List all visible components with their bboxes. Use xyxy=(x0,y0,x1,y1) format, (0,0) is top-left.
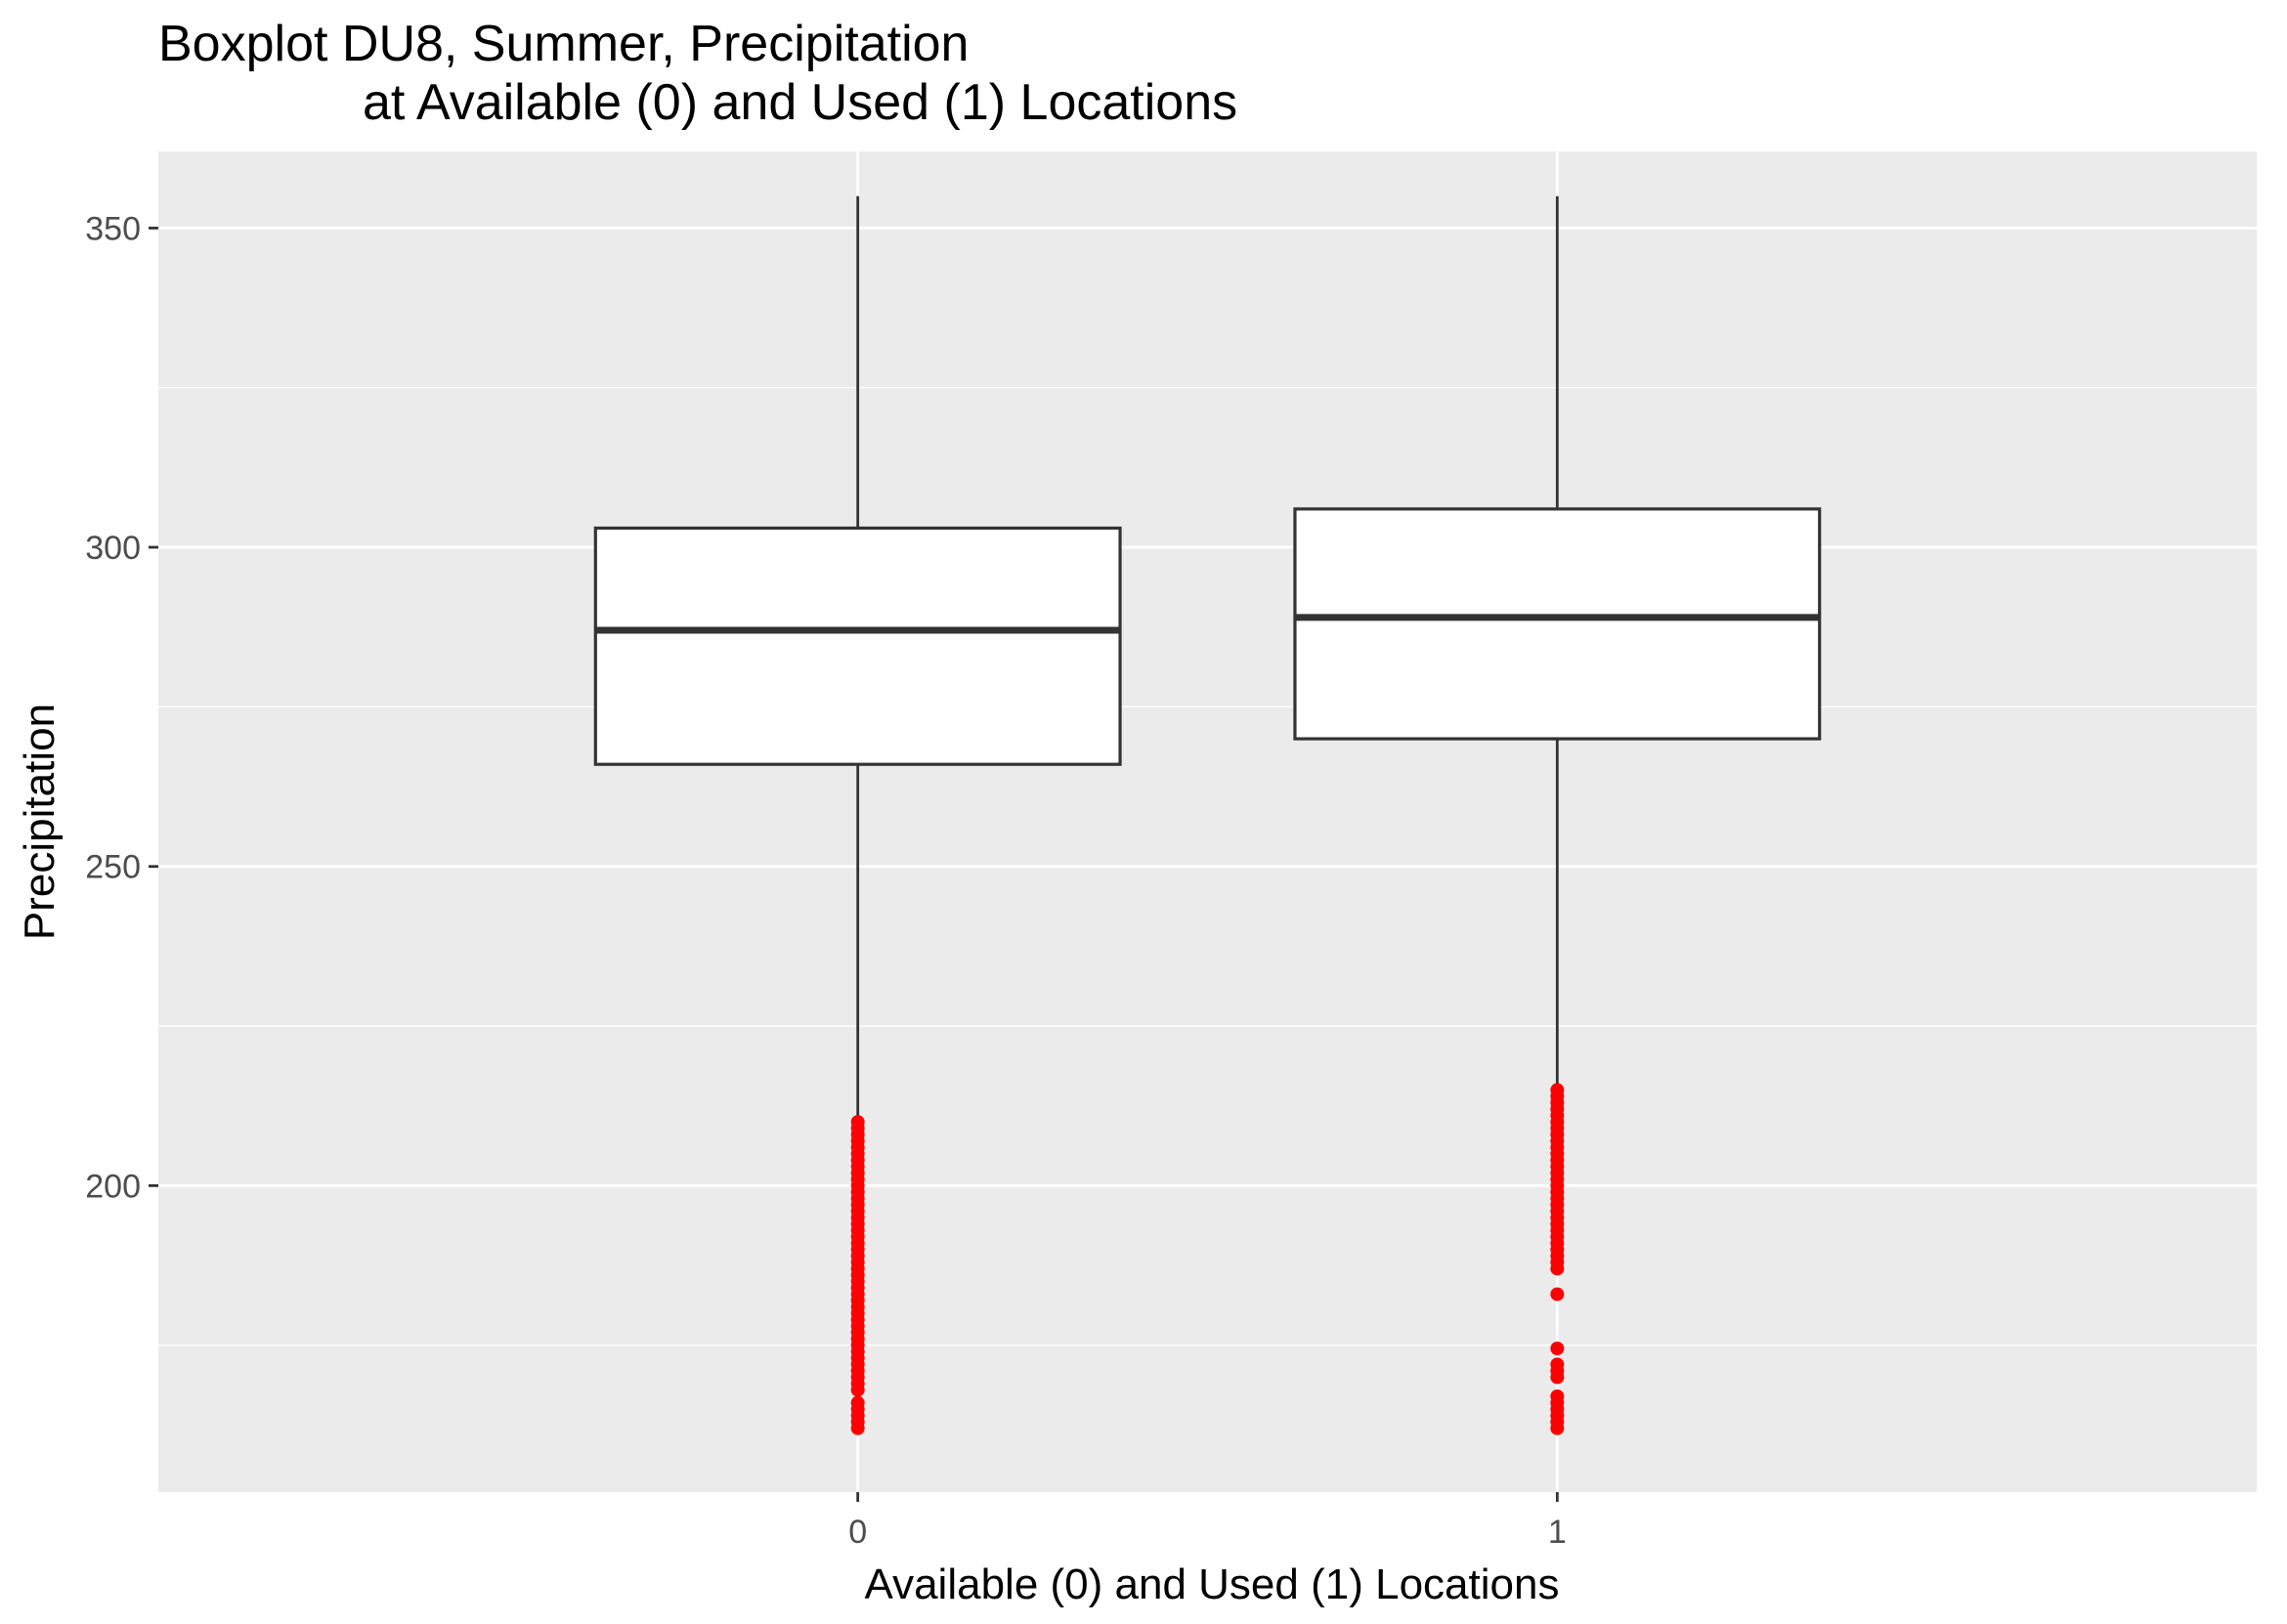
outlier-point xyxy=(1550,1342,1565,1355)
outlier-point xyxy=(1550,1421,1565,1435)
outlier-point xyxy=(1550,1287,1565,1302)
x-tick-label: 1 xyxy=(1548,1514,1567,1551)
y-tick-label: 300 xyxy=(85,530,141,567)
y-axis-title: Precipitation xyxy=(16,704,64,940)
box-iqr xyxy=(1293,507,1822,741)
x-tick-label: 0 xyxy=(848,1514,867,1551)
outlier-point xyxy=(850,1383,865,1397)
y-tick-label: 200 xyxy=(85,1168,141,1205)
boxes-layer xyxy=(593,195,1822,1435)
x-axis-title: Available (0) and Used (1) Locations xyxy=(865,1560,1560,1608)
box-group-0 xyxy=(593,195,1122,1435)
outlier-point xyxy=(1550,1370,1565,1385)
chart-title-line-1: Boxplot DU8, Summer, Precipitation xyxy=(158,16,969,72)
y-tick-label: 250 xyxy=(85,849,141,886)
outlier-point xyxy=(850,1421,865,1435)
y-tick-label: 350 xyxy=(85,210,141,247)
axes-layer: 200 250 300 350 0 1 xyxy=(85,210,1567,1551)
plot-panel xyxy=(158,151,2257,1492)
outlier-point xyxy=(1550,1261,1565,1276)
chart-title-line-2: at Available (0) and Used (1) Locations xyxy=(363,74,1237,131)
box-group-1 xyxy=(1293,195,1822,1435)
box-iqr xyxy=(593,526,1122,766)
